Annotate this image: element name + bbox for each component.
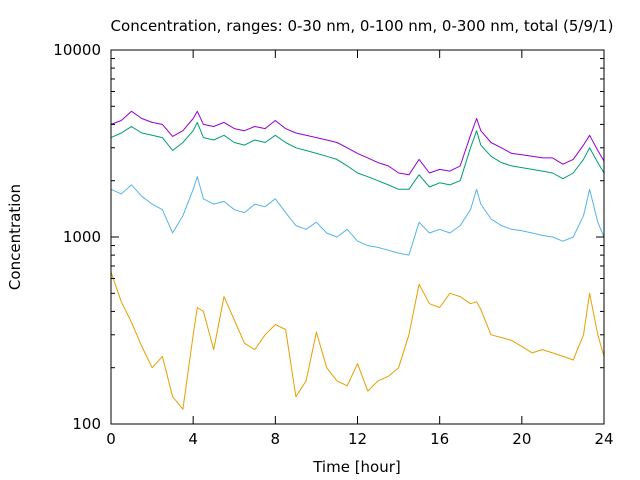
x-axis: 0 4 8 12 16 20 24 xyxy=(106,50,614,448)
series-line-1 xyxy=(110,110,605,176)
y-axis: 100 1000 10000 xyxy=(53,41,604,433)
y-tick-label: 10000 xyxy=(53,41,101,59)
series-line-4 xyxy=(110,271,605,410)
y-tick-label: 1000 xyxy=(63,228,101,246)
x-tick-label: 4 xyxy=(188,430,198,448)
series-line-3 xyxy=(110,176,605,256)
x-tick-label: 12 xyxy=(348,430,367,448)
x-tick-label: 0 xyxy=(106,430,116,448)
x-tick-label: 8 xyxy=(271,430,281,448)
series-line-2 xyxy=(110,121,605,190)
x-tick-label: 24 xyxy=(594,430,613,448)
y-axis-label: Concentration xyxy=(6,184,24,290)
x-tick-label: 16 xyxy=(430,430,449,448)
series-layer xyxy=(110,110,605,410)
x-tick-label: 20 xyxy=(512,430,531,448)
plot-frame xyxy=(110,49,605,425)
chart-title: Concentration, ranges: 0-30 nm, 0-100 nm… xyxy=(111,17,614,35)
y-tick-label: 100 xyxy=(72,415,101,433)
x-axis-label: Time [hour] xyxy=(312,458,401,476)
